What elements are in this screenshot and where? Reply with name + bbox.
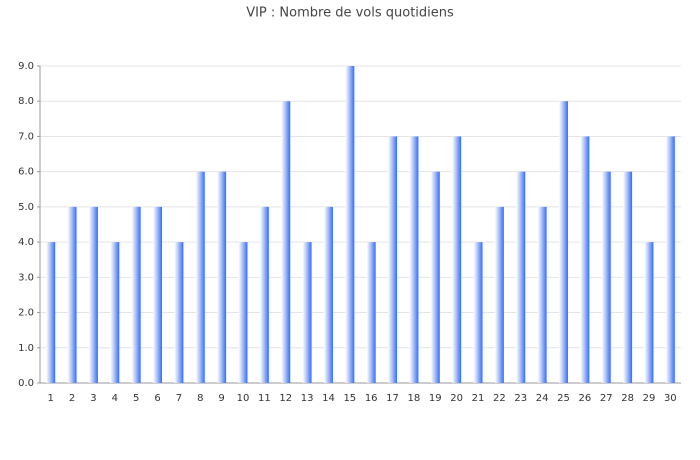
x-tick-label: 21 bbox=[472, 393, 485, 404]
bar bbox=[345, 66, 355, 383]
chart-title: VIP : Nombre de vols quotidiens bbox=[246, 6, 454, 21]
bar bbox=[259, 206, 269, 383]
y-tick-label: 1.0 bbox=[18, 343, 34, 354]
bar bbox=[580, 136, 590, 383]
bar bbox=[601, 171, 611, 383]
bar bbox=[473, 242, 483, 383]
x-tick-label: 5 bbox=[133, 393, 139, 404]
x-tick-label: 14 bbox=[322, 393, 335, 404]
x-tick-label: 18 bbox=[408, 393, 421, 404]
bar bbox=[217, 171, 227, 383]
y-tick-label: 9.0 bbox=[18, 61, 34, 72]
bar bbox=[110, 242, 120, 383]
x-tick-label: 29 bbox=[643, 393, 656, 404]
bar bbox=[644, 242, 654, 383]
bar bbox=[665, 136, 675, 383]
x-tick-label: 30 bbox=[664, 393, 677, 404]
x-tick-label: 2 bbox=[69, 393, 75, 404]
x-tick-label: 20 bbox=[450, 393, 463, 404]
x-tick-label: 1 bbox=[47, 393, 53, 404]
x-tick-label: 19 bbox=[429, 393, 442, 404]
x-tick-label: 6 bbox=[154, 393, 160, 404]
y-tick-label: 7.0 bbox=[18, 131, 34, 142]
y-tick-label: 0.0 bbox=[18, 378, 34, 389]
bar bbox=[302, 242, 312, 383]
bar bbox=[430, 171, 440, 383]
bar bbox=[516, 171, 526, 383]
bar bbox=[323, 206, 333, 383]
y-tick-label: 8.0 bbox=[18, 96, 34, 107]
x-tick-label: 22 bbox=[493, 393, 506, 404]
x-tick-label: 8 bbox=[197, 393, 203, 404]
y-tick-label: 3.0 bbox=[18, 272, 34, 283]
bar bbox=[46, 242, 56, 383]
bar bbox=[153, 206, 163, 383]
x-tick-label: 3 bbox=[90, 393, 96, 404]
x-tick-label: 15 bbox=[343, 393, 356, 404]
bar bbox=[452, 136, 462, 383]
bar bbox=[131, 206, 141, 383]
x-tick-label: 28 bbox=[621, 393, 634, 404]
bar bbox=[366, 242, 376, 383]
x-tick-label: 24 bbox=[536, 393, 549, 404]
x-tick-label: 4 bbox=[112, 393, 118, 404]
x-tick-label: 9 bbox=[218, 393, 224, 404]
bar bbox=[281, 101, 291, 383]
bar bbox=[623, 171, 633, 383]
bar bbox=[238, 242, 248, 383]
bar bbox=[494, 206, 504, 383]
bar bbox=[537, 206, 547, 383]
y-tick-label: 4.0 bbox=[18, 237, 34, 248]
x-tick-label: 11 bbox=[258, 393, 271, 404]
x-tick-label: 10 bbox=[237, 393, 250, 404]
y-tick-label: 2.0 bbox=[18, 308, 34, 319]
x-tick-label: 7 bbox=[176, 393, 182, 404]
bar bbox=[88, 206, 98, 383]
bar bbox=[67, 206, 77, 383]
bar bbox=[388, 136, 398, 383]
x-tick-label: 23 bbox=[514, 393, 527, 404]
x-tick-label: 13 bbox=[301, 393, 314, 404]
y-tick-label: 6.0 bbox=[18, 167, 34, 178]
x-tick-label: 26 bbox=[578, 393, 591, 404]
x-tick-label: 12 bbox=[279, 393, 292, 404]
x-tick-label: 25 bbox=[557, 393, 570, 404]
bar bbox=[195, 171, 205, 383]
x-tick-label: 27 bbox=[600, 393, 613, 404]
x-tick-label: 17 bbox=[386, 393, 399, 404]
bar bbox=[174, 242, 184, 383]
bar bbox=[409, 136, 419, 383]
bar bbox=[558, 101, 568, 383]
y-tick-label: 5.0 bbox=[18, 202, 34, 213]
x-tick-label: 16 bbox=[365, 393, 378, 404]
